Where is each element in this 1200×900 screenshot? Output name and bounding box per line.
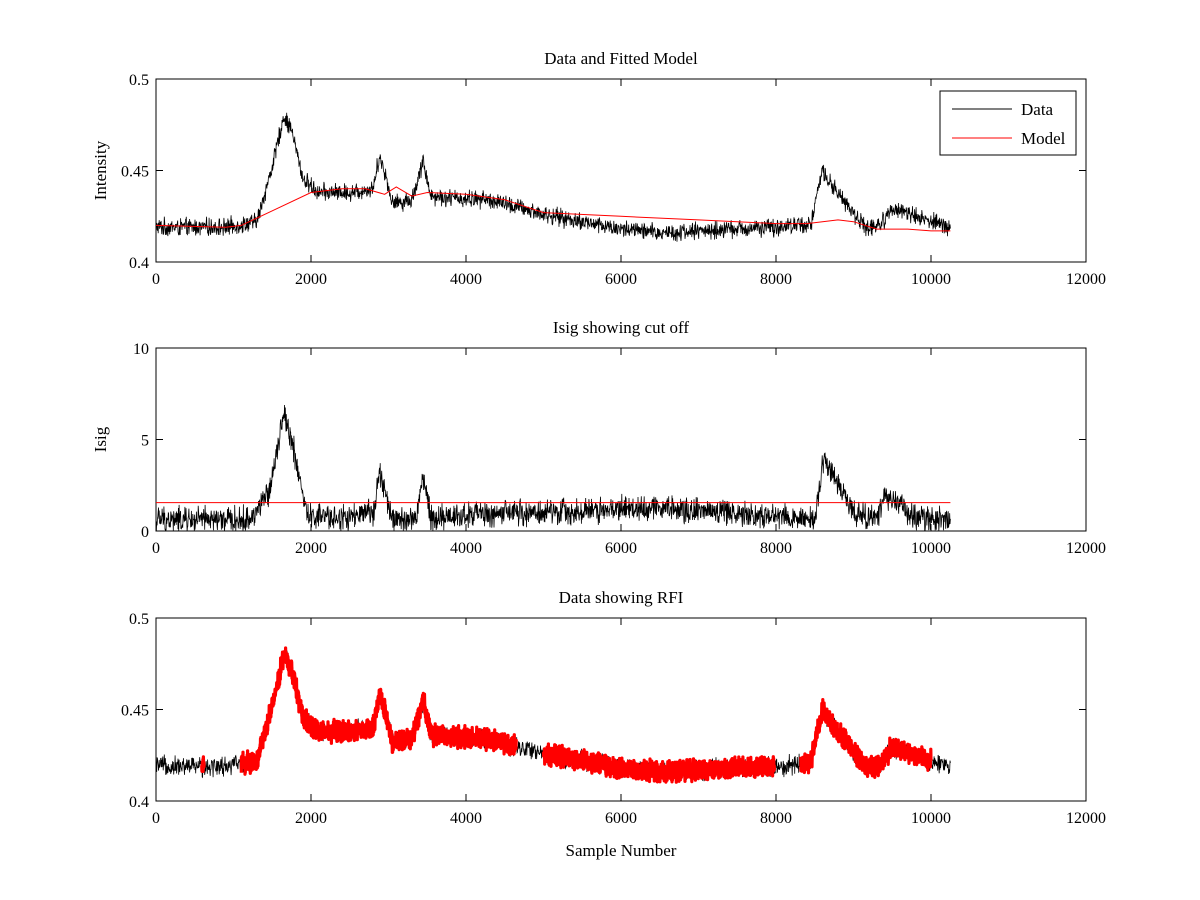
x-tick-label: 4000 [450,810,482,827]
plot-area [155,347,1087,532]
x-tick-label: 10000 [911,810,951,827]
chart-panel-3: 0 2000 4000 6000 8000 10000 12000 0.4 0.45 0.5 Dat… [121,588,1106,860]
x-tick-label: 2000 [295,810,327,827]
y-axis-label: Isig [91,426,110,452]
x-tick-label: 0 [152,271,160,288]
x-tick-label: 0 [152,810,160,827]
plot-area [155,78,1087,263]
x-tick-label: 4000 [450,271,482,288]
rfi-marker-segment-1 [200,755,206,773]
x-tick-label: 12000 [1066,810,1106,827]
x-tick-label: 12000 [1066,540,1106,557]
x-tick-label: 6000 [605,540,637,557]
series-line-series-1 [156,404,951,531]
rfi-marker-segment-3 [541,742,777,784]
chart-title: Data showing RFI [559,588,684,607]
legend-label-data: Data [1021,100,1054,119]
y-tick-label: 0.5 [129,611,149,628]
y-tick-label: 5 [141,433,149,450]
y-axis-label: Intensity [91,140,110,200]
series-line-model [156,186,951,232]
y-tick-label: 0.4 [129,255,149,272]
chart-title: Data and Fitted Model [544,49,698,68]
plot-series [156,112,951,242]
y-tick-label: 0.45 [121,703,149,720]
chart-title: Isig showing cut off [553,318,689,337]
x-tick-label: 6000 [605,271,637,288]
rfi-marker-segment-2 [239,646,518,776]
x-tick-label: 2000 [295,540,327,557]
x-tick-label: 10000 [911,271,951,288]
x-tick-label: 0 [152,540,160,557]
x-tick-label: 8000 [760,271,792,288]
x-tick-label: 8000 [760,810,792,827]
y-tick-label: 0.4 [129,794,149,811]
x-axis-label: Sample Number [566,841,677,860]
plot-series [156,404,951,531]
x-tick-label: 4000 [450,540,482,557]
x-tick-label: 2000 [295,271,327,288]
chart-panel-2: 0 2000 4000 6000 8000 10000 12000 0 5 10 Isig show… [91,318,1106,557]
x-tick-label: 10000 [911,540,951,557]
legend: Data Model [939,90,1077,156]
y-tick-label: 0.45 [121,164,149,181]
plot-series [156,646,951,784]
y-tick-label: 10 [133,341,149,358]
y-tick-label: 0.5 [129,72,149,89]
chart-panel-1: 0 2000 4000 6000 8000 10000 12000 0.4 0.45 0.5 Dat… [91,49,1106,288]
x-tick-label: 12000 [1066,271,1106,288]
x-tick-label: 8000 [760,540,792,557]
series-line-data [156,112,951,242]
x-tick-label: 6000 [605,810,637,827]
rfi-marker-segment-4 [799,698,933,779]
y-tick-label: 0 [141,524,149,541]
legend-box [939,90,1077,156]
legend-label-model: Model [1021,129,1066,148]
